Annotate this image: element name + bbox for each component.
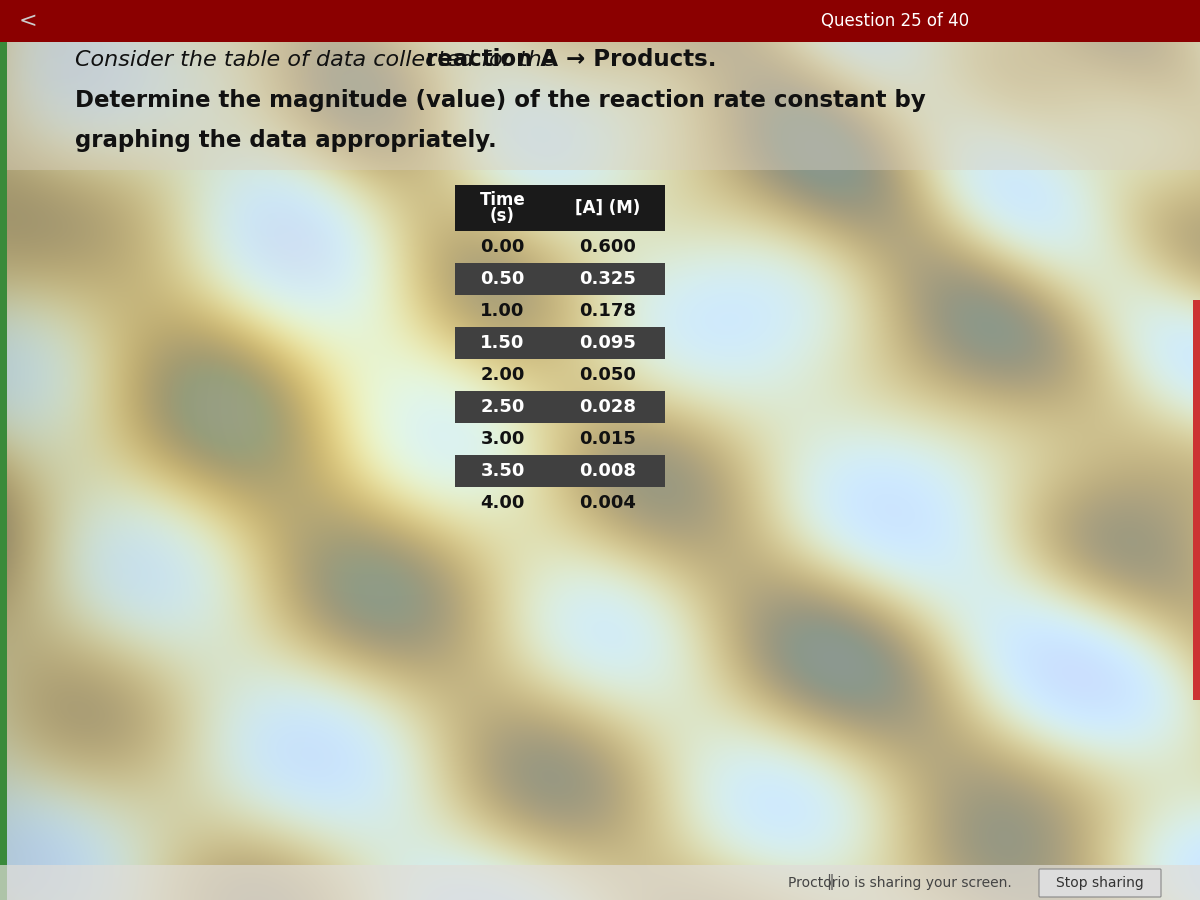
Text: 0.028: 0.028 [580,398,636,416]
FancyBboxPatch shape [1039,869,1162,897]
FancyBboxPatch shape [1193,300,1200,700]
FancyBboxPatch shape [0,42,7,900]
Text: 0.600: 0.600 [580,238,636,256]
Text: 0.325: 0.325 [580,270,636,288]
Text: 0.008: 0.008 [580,462,636,480]
Text: (s): (s) [490,207,515,225]
FancyBboxPatch shape [0,865,1200,900]
FancyBboxPatch shape [455,185,665,231]
Text: 1.50: 1.50 [480,334,524,352]
FancyBboxPatch shape [0,42,1200,170]
Text: 2.50: 2.50 [480,398,524,416]
Text: 0.095: 0.095 [580,334,636,352]
Text: graphing the data appropriately.: graphing the data appropriately. [74,129,497,151]
Text: 4.00: 4.00 [480,494,524,512]
Text: 0.00: 0.00 [480,238,524,256]
Text: 0.50: 0.50 [480,270,524,288]
Text: 2.00: 2.00 [480,366,524,384]
Text: 1.00: 1.00 [480,302,524,320]
FancyBboxPatch shape [455,327,665,359]
Text: Stop sharing: Stop sharing [1056,876,1144,890]
Text: <: < [19,11,37,31]
Text: 0.015: 0.015 [580,430,636,448]
FancyBboxPatch shape [455,263,665,295]
Text: 0.004: 0.004 [580,494,636,512]
Text: Question 25 of 40: Question 25 of 40 [821,12,970,30]
Text: 3.00: 3.00 [480,430,524,448]
Text: [A] (M): [A] (M) [575,199,640,217]
Text: 0.178: 0.178 [580,302,636,320]
FancyBboxPatch shape [455,455,665,487]
Text: reaction A → Products.: reaction A → Products. [426,49,716,71]
Text: Determine the magnitude (value) of the reaction rate constant by: Determine the magnitude (value) of the r… [74,88,925,112]
FancyBboxPatch shape [0,0,1200,42]
FancyBboxPatch shape [455,391,665,423]
Text: Time: Time [480,191,526,209]
Text: ‖: ‖ [826,875,834,890]
Text: Consider the table of data collected for the: Consider the table of data collected for… [74,50,563,70]
Text: 3.50: 3.50 [480,462,524,480]
Text: Proctorio is sharing your screen.: Proctorio is sharing your screen. [788,876,1012,889]
Text: 0.050: 0.050 [580,366,636,384]
